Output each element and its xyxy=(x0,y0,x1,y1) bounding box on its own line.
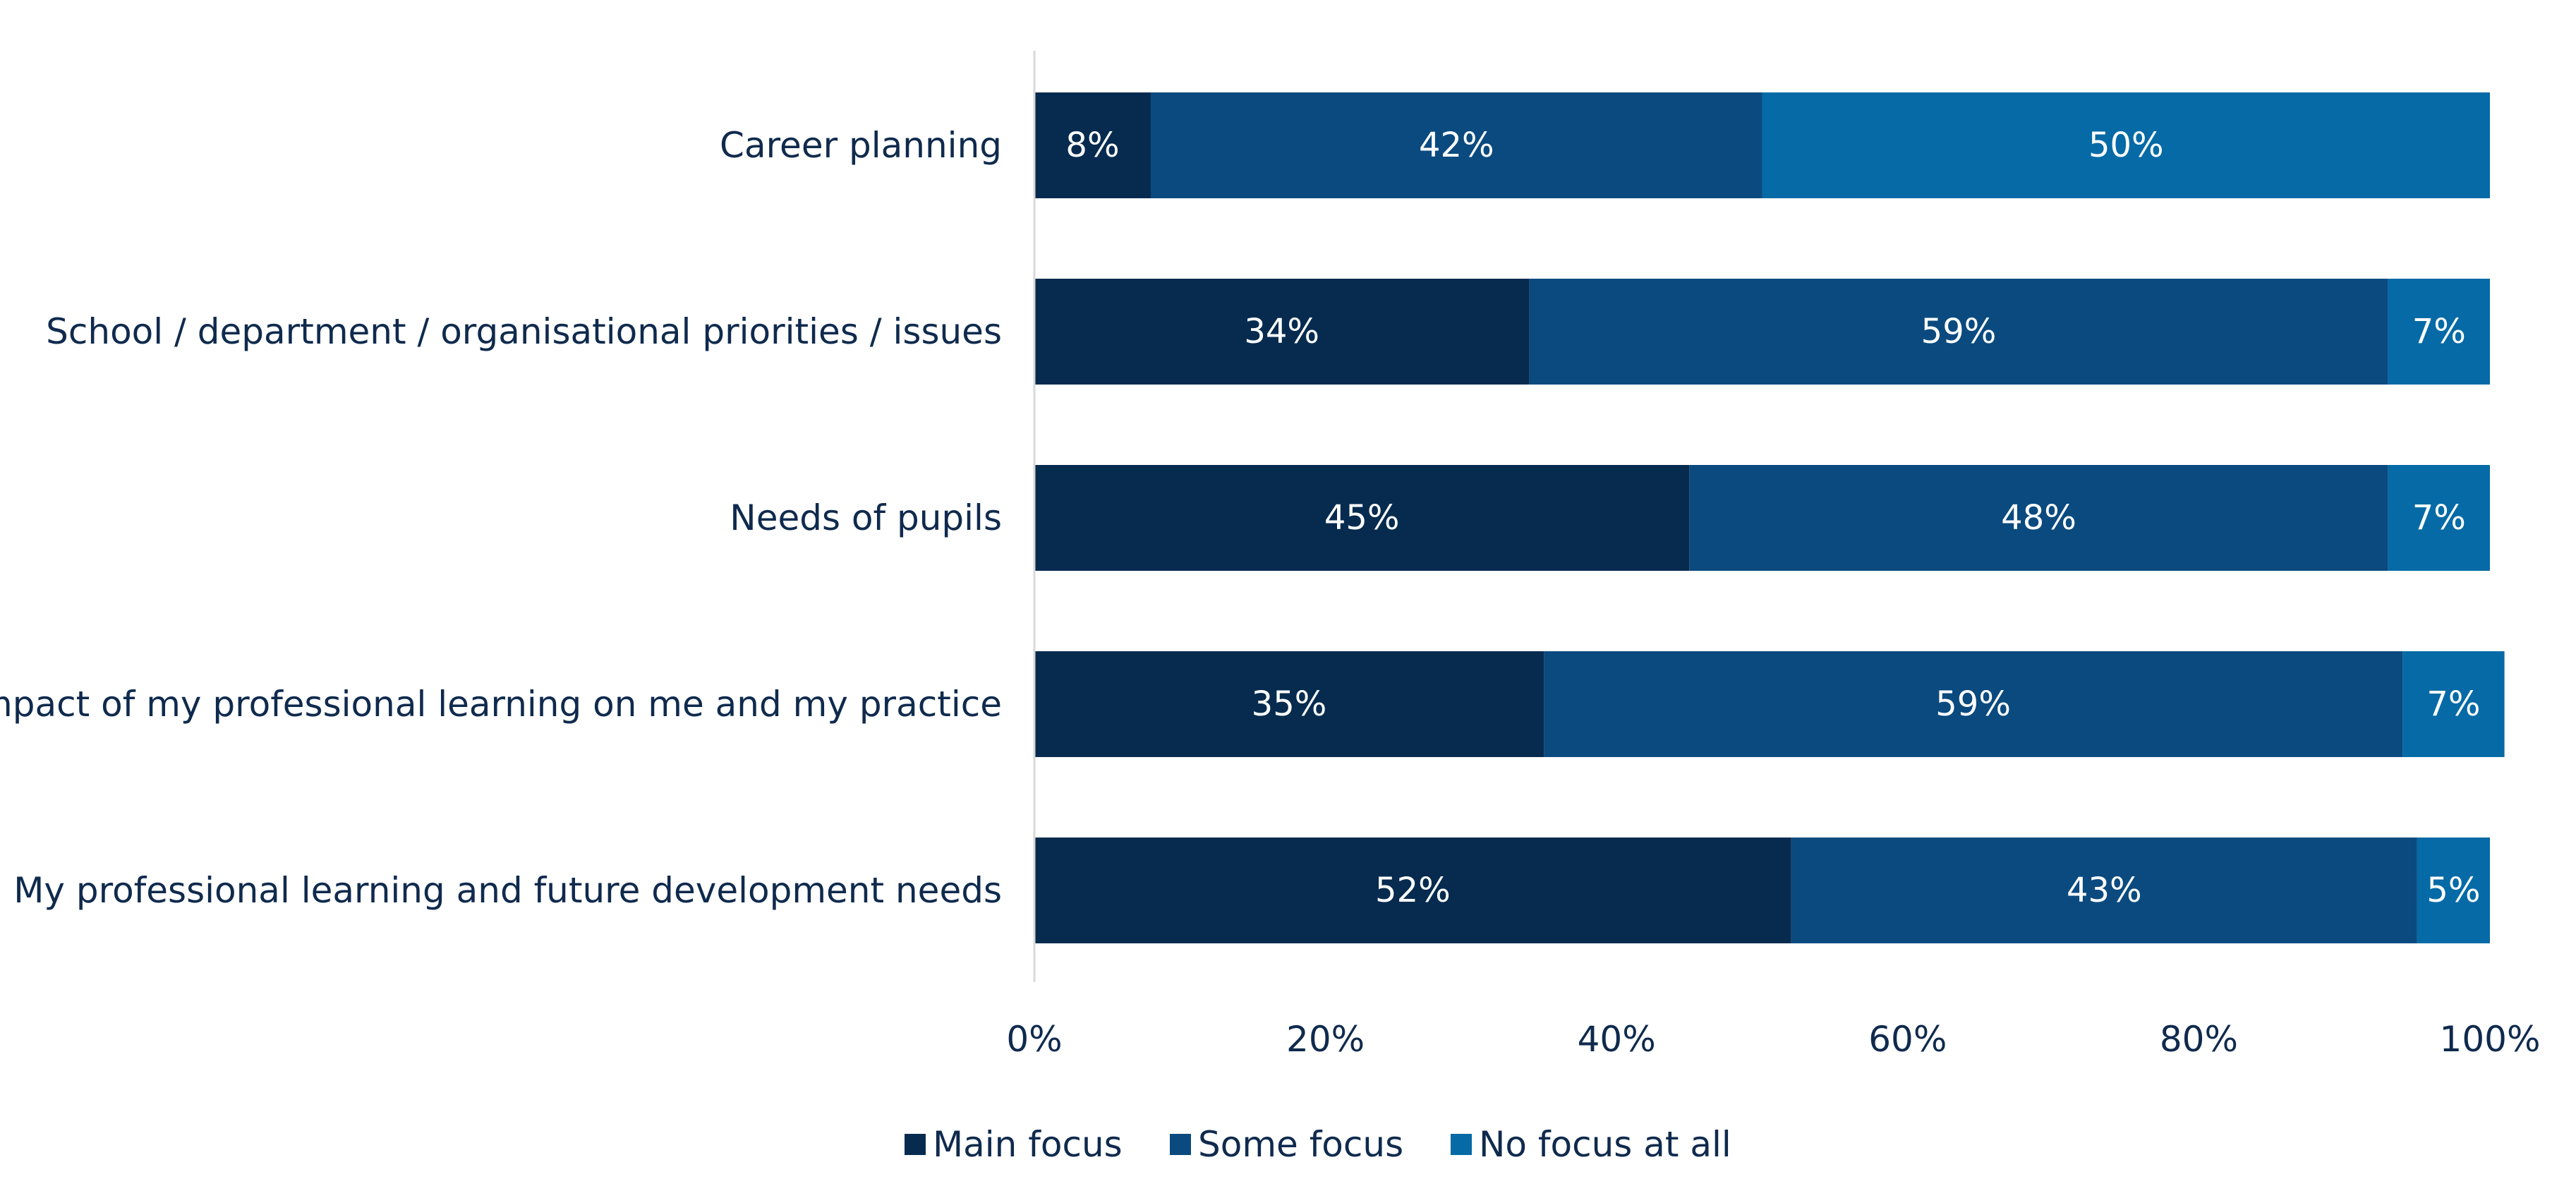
data-label-no-focus-at-all-5: 5% xyxy=(2426,871,2480,910)
bar-segment-some-focus-5 xyxy=(1791,838,2417,943)
data-label-no-focus-at-all-3: 7% xyxy=(2412,498,2466,538)
bar-segment-some-focus-3 xyxy=(1689,465,2388,571)
data-label-some-focus-1: 42% xyxy=(1419,126,1494,165)
bar-segment-main-focus-4 xyxy=(1034,651,1544,757)
category-label-my-professional-learning-and-future-development-needs: My professional learning and future deve… xyxy=(13,870,1002,911)
category-label-career-planning: Career planning xyxy=(720,125,1002,166)
legend: Main focus Some focus No focus at all xyxy=(905,1124,1731,1165)
bar-segment-main-focus-2 xyxy=(1034,279,1530,385)
category-label-school-department-organisational-priorities-issues: School / department / organisational pri… xyxy=(46,311,1002,352)
data-label-no-focus-at-all-4: 7% xyxy=(2426,684,2480,724)
data-label-main-focus-5: 52% xyxy=(1375,871,1451,910)
data-label-main-focus-1: 8% xyxy=(1065,126,1119,165)
data-label-some-focus-4: 59% xyxy=(1935,684,2011,724)
x-tick-label: 0% xyxy=(1006,1019,1062,1060)
legend-label-main-focus: Main focus xyxy=(933,1124,1123,1165)
data-label-some-focus-5: 43% xyxy=(2067,871,2142,910)
legend-label-no-focus-at-all: No focus at all xyxy=(1479,1124,1731,1165)
bar-segment-no-focus-at-all-4 xyxy=(2402,651,2505,757)
data-label-no-focus-at-all-2: 7% xyxy=(2412,312,2466,351)
x-tick-label: 80% xyxy=(2160,1019,2238,1060)
category-label-impact-of-my-professional-learning-on-me-and-my-practice: Impact of my professional learning on me… xyxy=(0,684,1002,725)
data-label-some-focus-3: 48% xyxy=(2001,498,2076,538)
data-label-main-focus-4: 35% xyxy=(1252,684,1327,724)
bar-segment-no-focus-at-all-2 xyxy=(2388,279,2490,385)
data-labels-group: 8% 42% 50% 34% 59% 7% 45% 48% 7% 35% 59% 7% 52% 43% 5% xyxy=(1065,126,2480,910)
bar-segment-no-focus-at-all-3 xyxy=(2388,465,2490,571)
bar-segment-some-focus-4 xyxy=(1544,651,2403,757)
bar-segment-main-focus-1 xyxy=(1034,92,1151,198)
legend-swatch-no-focus-at-all xyxy=(1451,1134,1472,1155)
bar-segment-no-focus-at-all-1 xyxy=(1762,92,2490,198)
bars-group xyxy=(1034,92,2505,943)
data-label-main-focus-2: 34% xyxy=(1244,312,1319,351)
data-label-some-focus-2: 59% xyxy=(1921,312,1997,351)
bar-segment-some-focus-2 xyxy=(1529,279,2388,385)
bar-segment-main-focus-3 xyxy=(1034,465,1690,571)
data-label-main-focus-3: 45% xyxy=(1324,498,1400,538)
bar-segment-no-focus-at-all-5 xyxy=(2417,838,2490,943)
legend-label-some-focus: Some focus xyxy=(1198,1124,1403,1165)
x-tick-labels-group: 0% 20% 40% 60% 80% 100% xyxy=(1006,1019,2540,1060)
data-label-no-focus-at-all-1: 50% xyxy=(2088,126,2164,165)
bar-segment-some-focus-1 xyxy=(1151,92,1762,198)
x-tick-label: 60% xyxy=(1868,1019,1947,1060)
x-tick-label: 20% xyxy=(1286,1019,1365,1060)
bar-segment-main-focus-5 xyxy=(1034,838,1791,943)
x-tick-label: 40% xyxy=(1578,1019,1656,1060)
legend-swatch-main-focus xyxy=(905,1134,926,1155)
category-labels-group: Career planning School / department / org… xyxy=(0,125,1002,911)
legend-swatch-some-focus xyxy=(1170,1134,1191,1155)
category-label-needs-of-pupils: Needs of pupils xyxy=(730,497,1002,538)
x-tick-label: 100% xyxy=(2440,1019,2541,1060)
